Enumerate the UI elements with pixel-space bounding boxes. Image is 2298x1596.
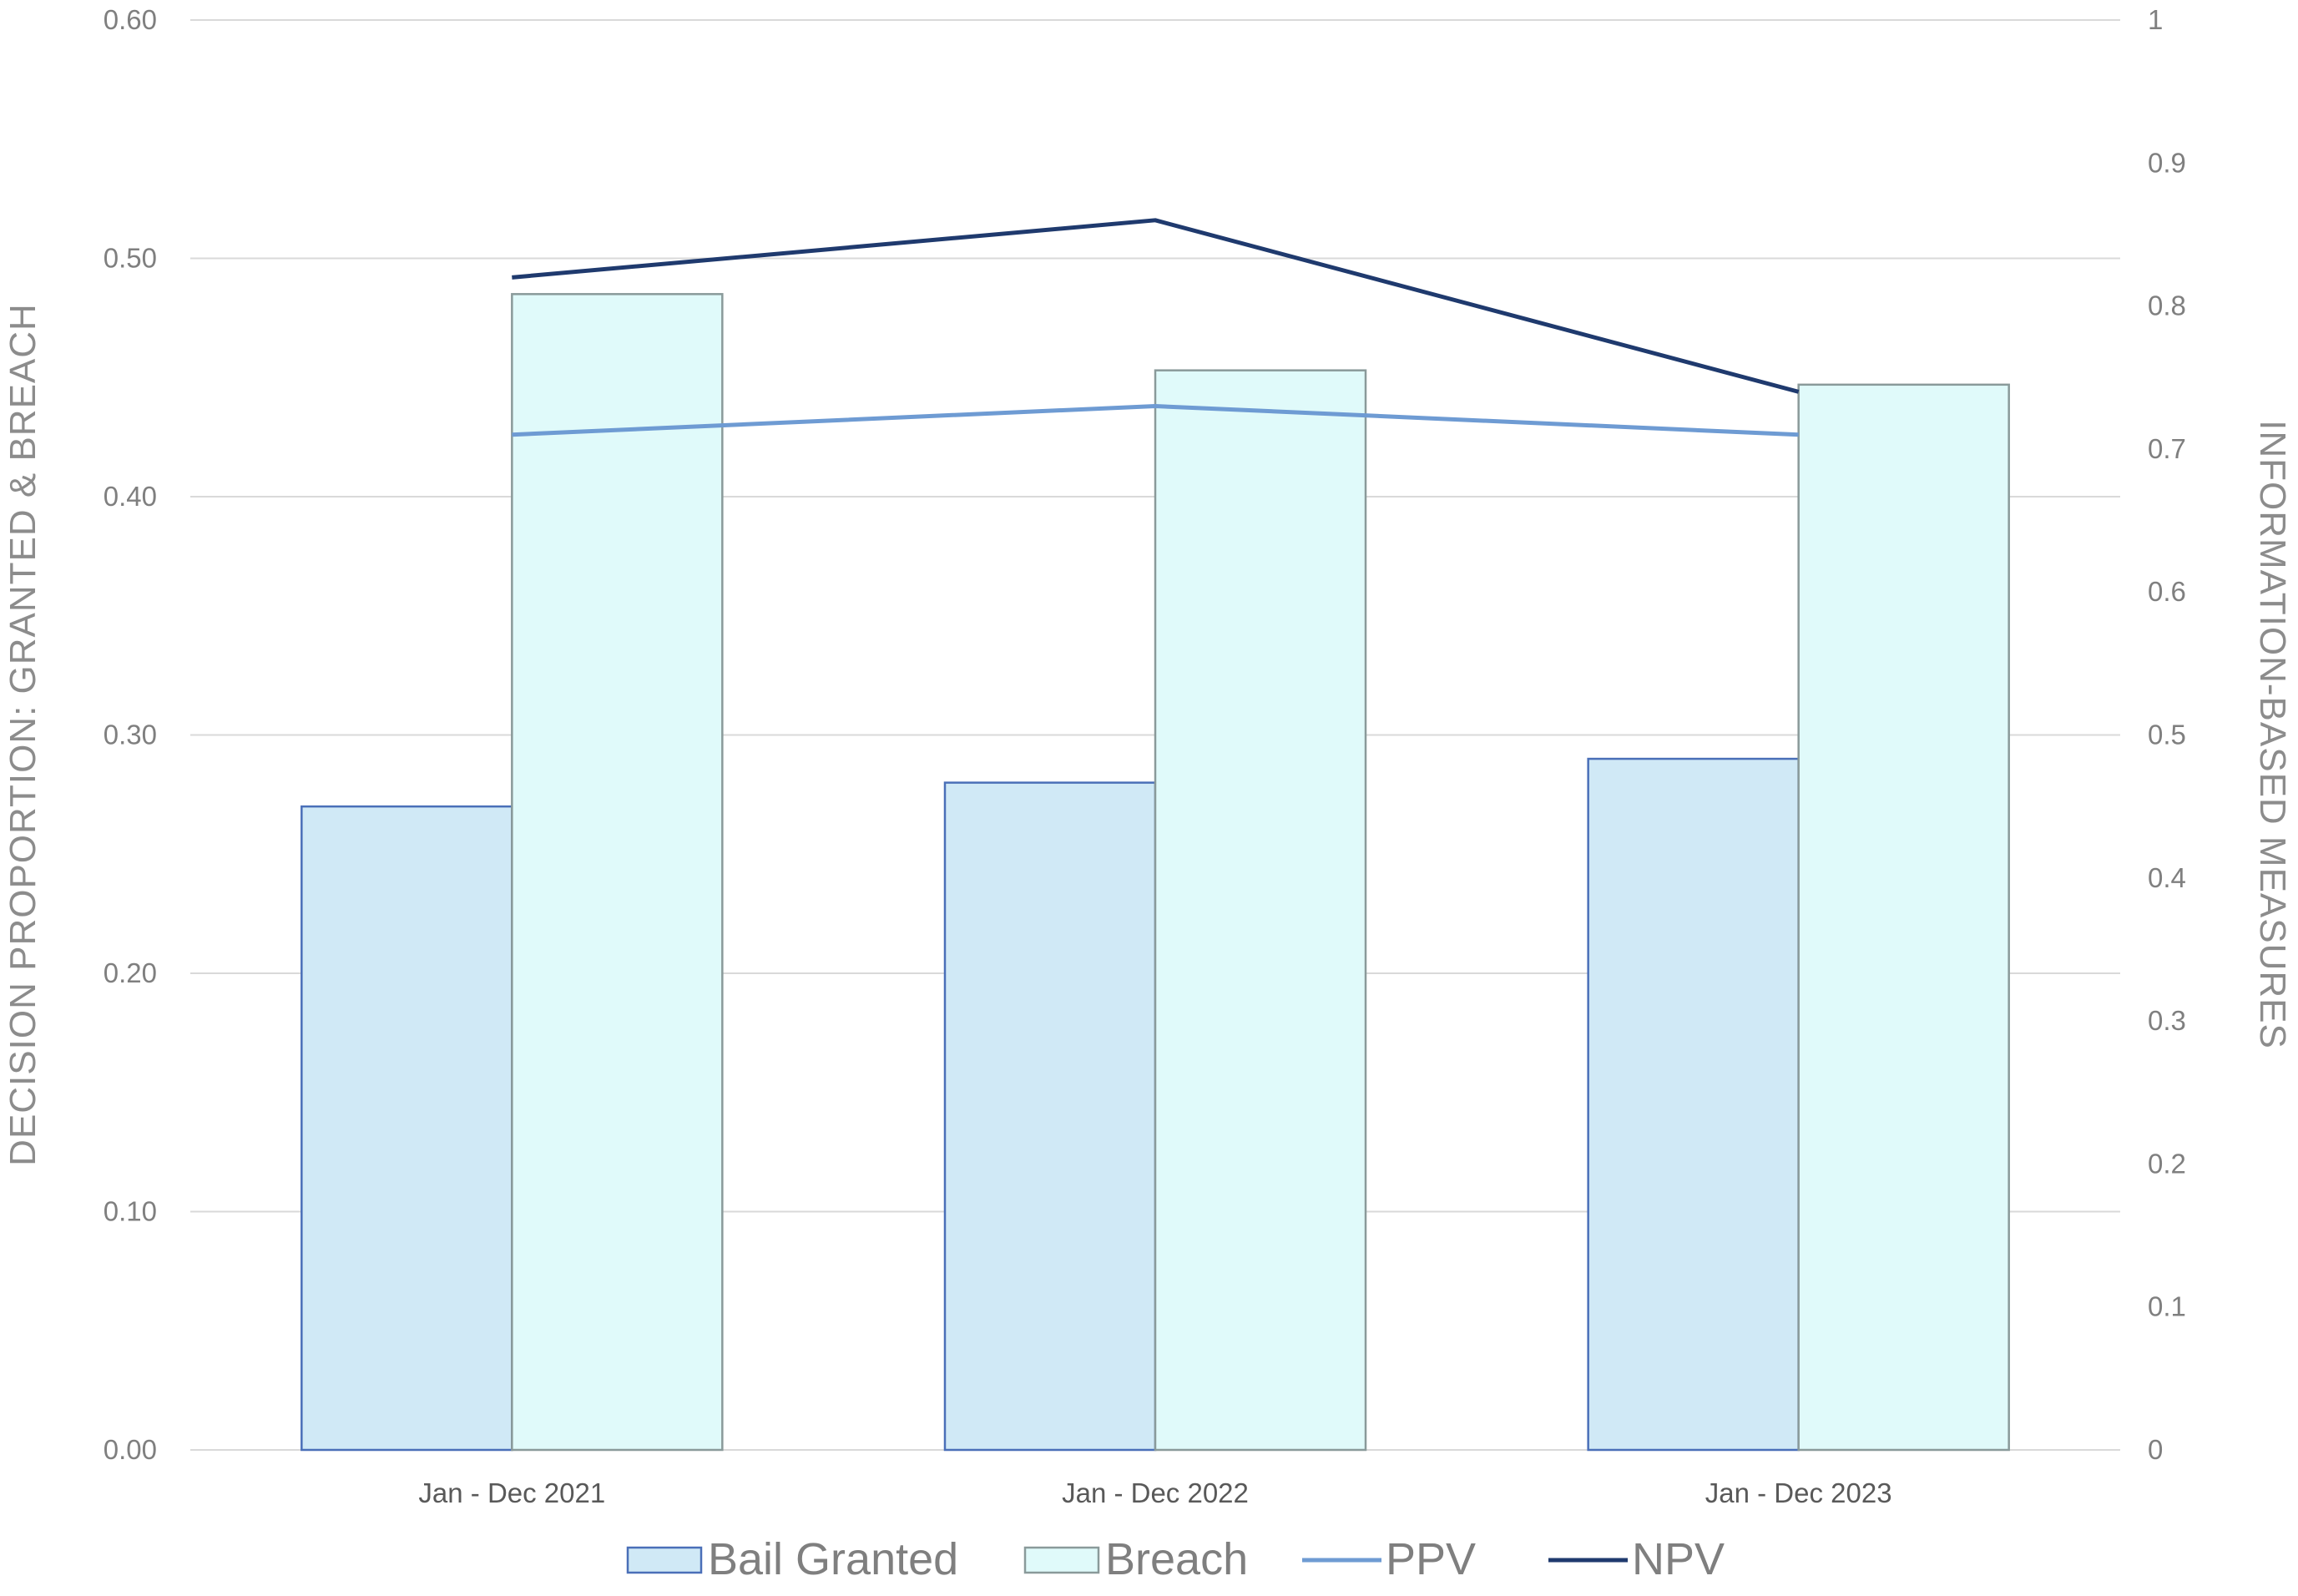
right-tick-label: 0.3 xyxy=(2148,1005,2186,1036)
bar-bail-granted xyxy=(301,805,513,1452)
legend-label-bail-granted: Bail Granted xyxy=(708,1534,958,1584)
left-tick-label: 0.30 xyxy=(104,720,157,750)
left-tick-label: 0.10 xyxy=(104,1196,157,1227)
series-lines xyxy=(512,218,1800,437)
legend-swatch-breach xyxy=(1023,1546,1100,1574)
left-axis-ticks: 0.00 0.10 0.20 0.30 0.40 0.50 0.60 xyxy=(104,4,157,1465)
right-tick-label: 0.6 xyxy=(2148,576,2186,607)
x-axis-ticks: Jan - Dec 2021 Jan - Dec 2022 Jan - Dec 20… xyxy=(418,1477,1891,1508)
x-tick-label: Jan - Dec 2023 xyxy=(1705,1477,1892,1508)
right-tick-label: 0.7 xyxy=(2148,433,2186,464)
right-axis-ticks: 0 0.1 0.2 0.3 0.4 0.5 0.6 0.7 0.8 0.9 1 xyxy=(2148,4,2186,1465)
legend-label-ppv: PPV xyxy=(1386,1534,1476,1584)
left-tick-label: 0.60 xyxy=(104,4,157,35)
left-tick-label: 0.00 xyxy=(104,1434,157,1465)
x-tick-label: Jan - Dec 2022 xyxy=(1062,1477,1249,1508)
bars xyxy=(301,293,2010,1452)
legend: Bail Granted Breach PPV NPV xyxy=(626,1534,1725,1584)
right-tick-label: 0.4 xyxy=(2148,862,2186,893)
bar-breach xyxy=(1154,369,1367,1452)
left-tick-label: 0.40 xyxy=(104,481,157,512)
legend-label-npv: NPV xyxy=(1632,1534,1725,1584)
right-tick-label: 0.1 xyxy=(2148,1291,2186,1322)
left-axis-title: DECISION PROPORTION: GRANTED & BREACH xyxy=(3,303,43,1166)
right-tick-label: 0 xyxy=(2148,1434,2163,1465)
bar-bail-granted xyxy=(1587,757,1800,1452)
left-tick-label: 0.50 xyxy=(104,243,157,274)
bar-breach xyxy=(1797,383,2010,1452)
left-tick-label: 0.20 xyxy=(104,957,157,988)
legend-swatch-bail-granted xyxy=(626,1546,703,1574)
right-tick-label: 0.5 xyxy=(2148,720,2186,750)
right-axis-title: INFORMATION-BASED MEASURES xyxy=(2252,420,2293,1049)
bar-bail-granted xyxy=(943,781,1157,1452)
line-npv xyxy=(512,218,1800,394)
line-ppv xyxy=(512,404,1799,437)
right-tick-label: 1 xyxy=(2148,4,2163,35)
x-tick-label: Jan - Dec 2021 xyxy=(418,1477,605,1508)
right-tick-label: 0.2 xyxy=(2148,1148,2186,1179)
legend-label-breach: Breach xyxy=(1105,1534,1248,1584)
right-tick-label: 0.9 xyxy=(2148,147,2186,178)
bar-breach xyxy=(511,293,724,1452)
right-tick-label: 0.8 xyxy=(2148,290,2186,321)
